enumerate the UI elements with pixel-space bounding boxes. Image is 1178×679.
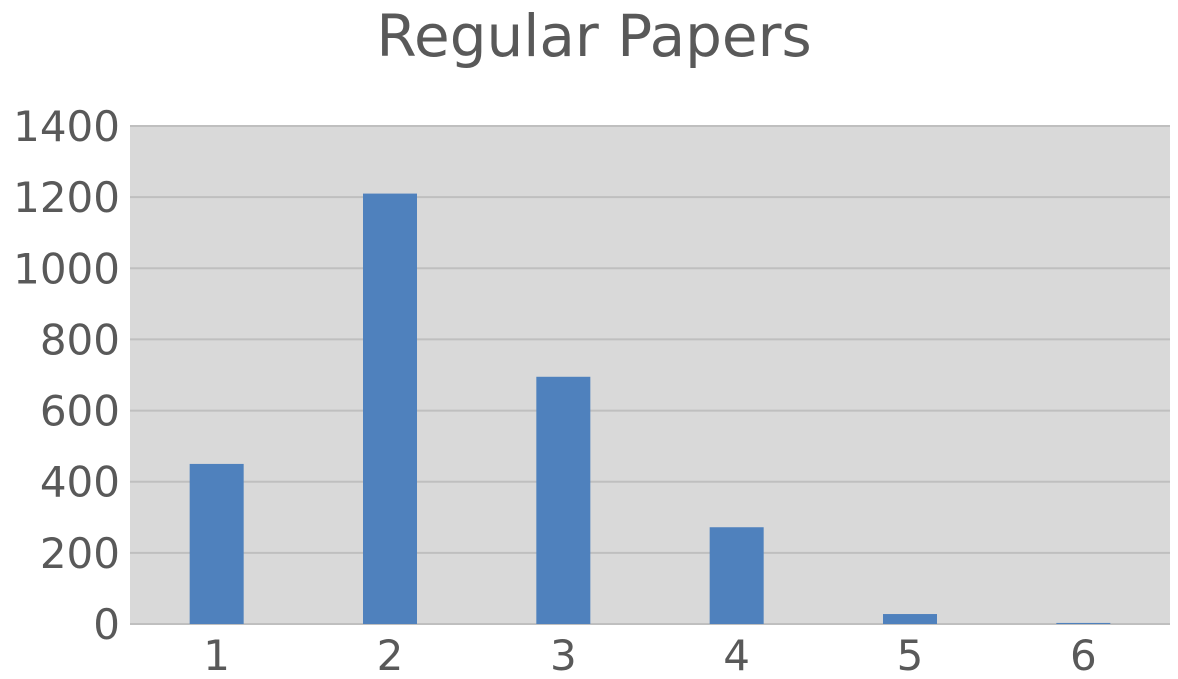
bar-2 — [363, 193, 417, 625]
y-tick-label: 0 — [93, 600, 120, 649]
y-tick-label: 600 — [40, 387, 120, 436]
x-axis-ticks: 1 2 3 4 5 6 — [203, 631, 1097, 679]
bar-5 — [883, 614, 937, 624]
y-tick-label: 200 — [40, 529, 120, 578]
y-tick-label: 1000 — [13, 244, 120, 293]
gridlines — [130, 125, 1170, 625]
y-tick-label: 800 — [40, 315, 120, 364]
bar-6 — [1056, 622, 1111, 624]
x-tick-label: 2 — [377, 631, 404, 675]
bar-4 — [709, 527, 764, 624]
y-tick-label: 1200 — [13, 173, 120, 222]
bars — [189, 193, 1111, 625]
x-tick-label: 4 — [723, 631, 750, 675]
bar-1 — [189, 463, 244, 624]
bar-3 — [536, 376, 591, 624]
x-tick-label: 5 — [897, 631, 924, 675]
y-tick-label: 400 — [40, 458, 120, 507]
chart-title: Regular Papers — [376, 2, 811, 70]
x-tick-label: 6 — [1070, 631, 1097, 675]
y-axis-ticks: 0 200 400 600 800 1000 1200 1400 — [13, 102, 120, 649]
plot-area — [130, 126, 1170, 624]
y-tick-label: 1400 — [13, 102, 120, 151]
x-tick-label: 3 — [550, 631, 577, 675]
x-tick-label: 1 — [203, 631, 230, 675]
